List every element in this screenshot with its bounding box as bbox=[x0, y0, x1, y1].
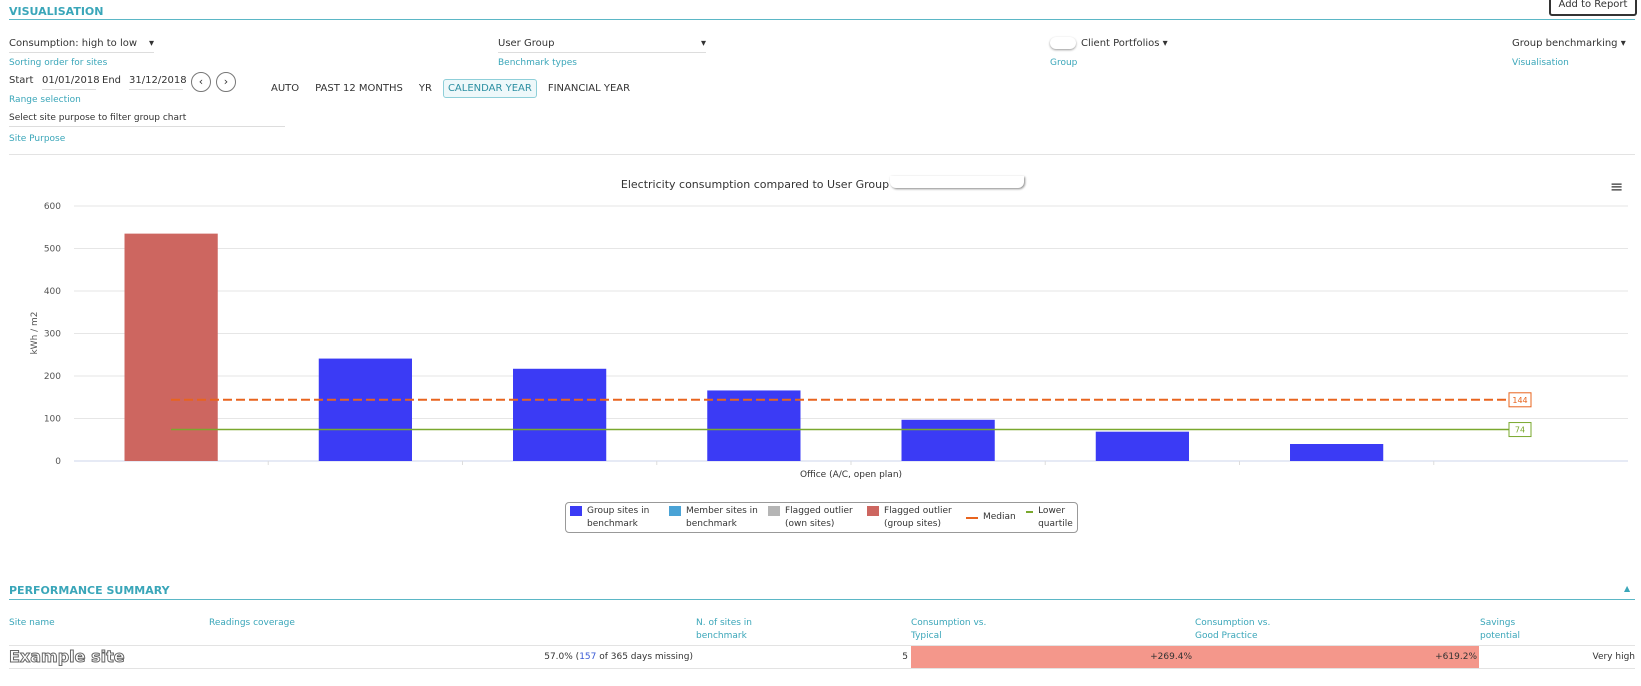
visualisation-dropdown[interactable]: Group benchmarking ▾ bbox=[1512, 38, 1626, 49]
typical: +269.4% bbox=[1150, 652, 1192, 662]
coverage-text: of 365 days missing) bbox=[596, 652, 693, 662]
group-dropdown[interactable]: Client Portfolios ▾ bbox=[1081, 38, 1168, 49]
title-toggle[interactable] bbox=[890, 176, 1024, 188]
prev-button[interactable]: ‹ bbox=[191, 72, 211, 92]
legend-label: Flagged outlier (group sites) bbox=[884, 505, 952, 529]
legend-item[interactable]: Group sites in benchmark bbox=[570, 505, 659, 531]
add-to-report-button[interactable]: Add to Report bbox=[1549, 0, 1637, 16]
x-axis-label: Office (A/C, open plan) bbox=[800, 470, 902, 480]
legend-line bbox=[1025, 510, 1034, 513]
benchmark-value: User Group bbox=[498, 38, 555, 49]
group-toggle[interactable] bbox=[1050, 37, 1076, 49]
bar bbox=[1095, 431, 1189, 461]
range-label: Range selection bbox=[9, 95, 81, 105]
legend-line bbox=[966, 517, 978, 519]
section-title: VISUALISATION bbox=[9, 5, 104, 18]
reference-label-box bbox=[1508, 422, 1532, 438]
range-option[interactable]: AUTO bbox=[271, 83, 300, 94]
legend-item[interactable]: Flagged outlier (own sites) bbox=[768, 505, 857, 531]
summary-rule bbox=[9, 599, 1635, 600]
good-practice: +619.2% bbox=[1435, 652, 1477, 662]
legend-item[interactable]: Member sites in benchmark bbox=[669, 505, 758, 531]
group-label: Group bbox=[1050, 58, 1078, 68]
benchmark-label: Benchmark types bbox=[498, 58, 577, 68]
column-header: Savings potential bbox=[1480, 618, 1521, 641]
reference-label: 74 bbox=[1515, 426, 1525, 435]
section-rule bbox=[9, 19, 1635, 20]
y-axis-label: kWh / m2 bbox=[30, 311, 40, 354]
purpose-label: Site Purpose bbox=[9, 134, 66, 144]
legend-item[interactable]: Flagged outlier (group sites) bbox=[867, 505, 956, 531]
missing-days[interactable]: 157 bbox=[579, 652, 597, 662]
legend: Group sites in benchmark Member sites in … bbox=[565, 502, 1078, 533]
n-sites: 5 bbox=[902, 652, 908, 662]
legend-label: Member sites in benchmark bbox=[686, 505, 758, 529]
bar bbox=[513, 368, 607, 461]
range-option[interactable]: YR bbox=[418, 83, 432, 94]
legend-label: Flagged outlier (own sites) bbox=[785, 505, 853, 529]
y-tick-label: 500 bbox=[44, 245, 61, 255]
site-name[interactable]: Example site bbox=[9, 647, 126, 667]
group-value: Client Portfolios bbox=[1081, 38, 1160, 49]
legend-item[interactable]: Median bbox=[966, 511, 1016, 524]
legend-swatch bbox=[669, 505, 681, 516]
row-rule bbox=[9, 645, 1635, 646]
separator bbox=[9, 154, 1635, 155]
start-date[interactable]: 01/01/2018 bbox=[42, 75, 100, 90]
y-tick-label: 0 bbox=[55, 457, 61, 467]
column-header: Consumption vs. Good Practice bbox=[1195, 618, 1271, 641]
chart-menu[interactable]: ≡ bbox=[1610, 177, 1624, 196]
collapse-button[interactable]: ▲ bbox=[1624, 584, 1631, 593]
savings: Very high bbox=[1592, 652, 1635, 662]
bar bbox=[901, 419, 995, 461]
range-option[interactable]: CALENDAR YEAR bbox=[442, 79, 537, 98]
column-header: N. of sites in benchmark bbox=[696, 618, 752, 641]
visualisation-label: Visualisation bbox=[1512, 58, 1569, 68]
sorting-label: Sorting order for sites bbox=[9, 58, 108, 68]
legend-swatch bbox=[867, 505, 879, 516]
y-tick-label: 100 bbox=[44, 415, 61, 425]
next-button[interactable]: › bbox=[216, 72, 236, 92]
row-rule bbox=[9, 668, 1635, 669]
legend-label: Group sites in benchmark bbox=[587, 505, 650, 529]
coverage-text: 57.0% ( bbox=[544, 652, 580, 662]
column-header: Site name bbox=[9, 618, 55, 628]
highlight-cell bbox=[911, 646, 1479, 668]
column-header: Readings coverage bbox=[209, 618, 295, 628]
end-date[interactable]: 31/12/2018 bbox=[129, 75, 187, 90]
reference-label-box bbox=[1508, 392, 1532, 408]
column-header: Consumption vs. Typical bbox=[911, 618, 987, 641]
benchmark-dropdown[interactable]: User Group ▾ bbox=[498, 38, 706, 53]
end-label: End bbox=[102, 75, 122, 86]
bar bbox=[707, 390, 801, 461]
legend-label: Lower quartile bbox=[1038, 505, 1073, 529]
legend-label: Median bbox=[983, 512, 1016, 522]
sorting-dropdown[interactable]: Consumption: high to low ▾ bbox=[9, 38, 154, 53]
sorting-value: Consumption: high to low bbox=[9, 38, 138, 49]
legend-swatch bbox=[768, 505, 780, 516]
range-option[interactable]: PAST 12 MONTHS bbox=[315, 83, 403, 94]
purpose-input[interactable]: Select site purpose to filter group char… bbox=[9, 113, 285, 127]
y-tick-label: 400 bbox=[44, 287, 61, 297]
bar bbox=[124, 233, 218, 461]
chart-title: Electricity consumption compared to User… bbox=[621, 178, 889, 191]
range-option[interactable]: FINANCIAL YEAR bbox=[547, 83, 631, 94]
reference-label: 144 bbox=[1512, 396, 1527, 405]
y-tick-label: 200 bbox=[44, 372, 61, 382]
visualisation-value: Group benchmarking bbox=[1512, 38, 1618, 49]
y-tick-label: 600 bbox=[44, 202, 61, 212]
summary-title: PERFORMANCE SUMMARY bbox=[9, 584, 170, 597]
y-tick-label: 300 bbox=[44, 330, 61, 340]
bar bbox=[318, 358, 412, 461]
legend-swatch bbox=[570, 505, 582, 516]
coverage: 57.0% (157 of 365 days missing) bbox=[544, 646, 693, 668]
range-options: AUTO PAST 12 MONTHS YR CALENDAR YEAR FINANCI… bbox=[266, 79, 635, 98]
start-label: Start bbox=[9, 75, 34, 86]
bar bbox=[1290, 444, 1384, 461]
legend-item[interactable]: Lower quartile bbox=[1025, 505, 1078, 531]
